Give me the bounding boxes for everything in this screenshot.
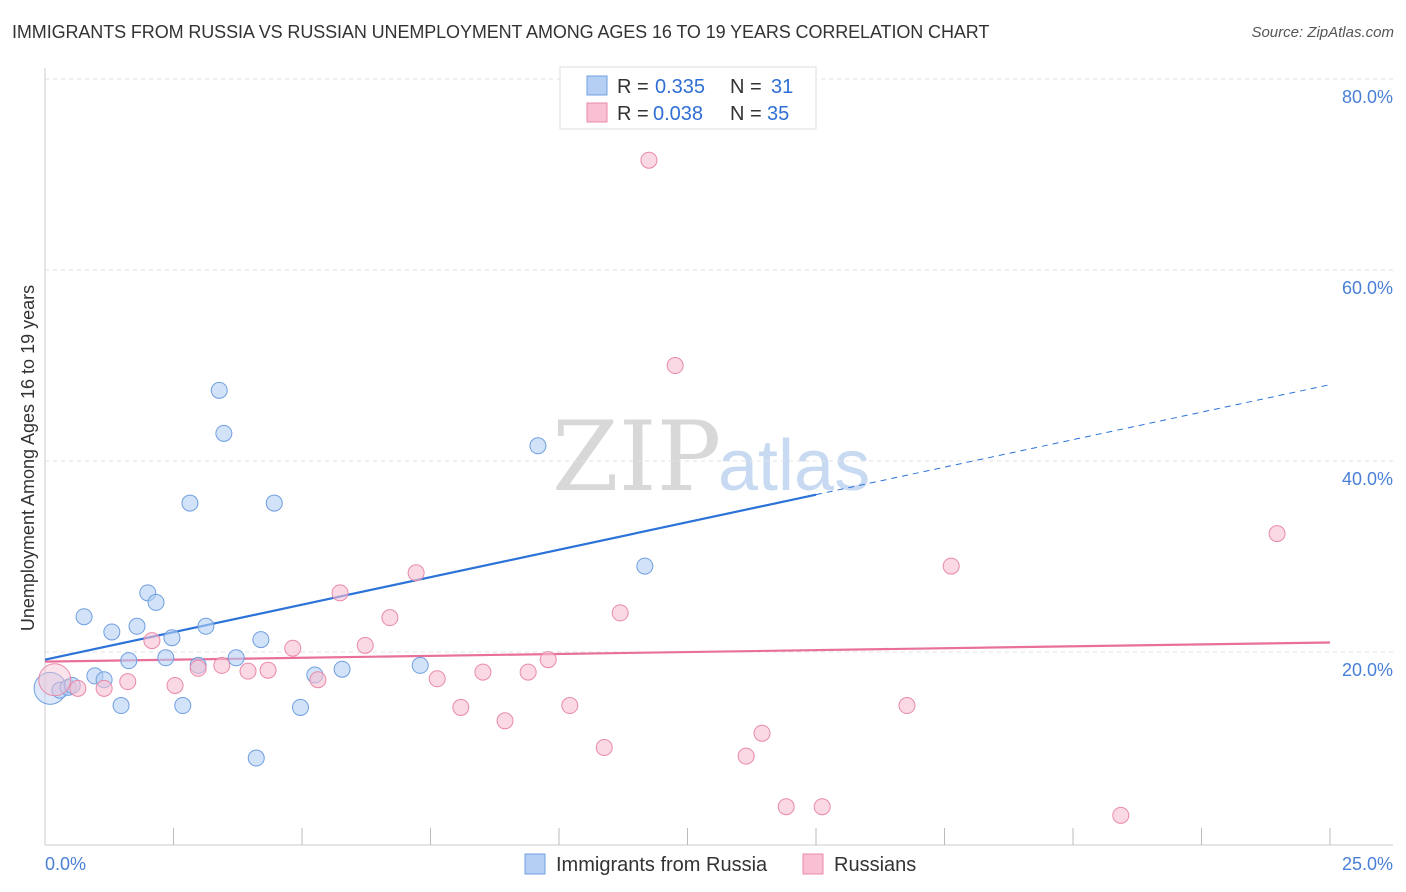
immigrants-point bbox=[215, 424, 233, 442]
immigrants-point bbox=[147, 593, 165, 611]
legend-r-value: 0.038 bbox=[653, 103, 703, 125]
russians-point bbox=[753, 724, 771, 742]
y-tick-label: 20.0% bbox=[1342, 660, 1393, 680]
russians-point bbox=[213, 656, 231, 674]
russians-point bbox=[407, 564, 425, 582]
russians-point bbox=[69, 679, 87, 697]
russians-point bbox=[898, 697, 916, 715]
legend-r-label: R = bbox=[617, 103, 649, 125]
pink-swatch bbox=[586, 102, 608, 123]
russians-point bbox=[452, 698, 470, 716]
legend-swatch-immigrants bbox=[524, 853, 546, 875]
russians-trendline bbox=[44, 641, 1331, 663]
immigrants-point bbox=[529, 437, 547, 455]
immigrants-point bbox=[252, 631, 270, 649]
immigrants-point bbox=[210, 381, 228, 399]
russians-point bbox=[561, 697, 579, 715]
immigrants-point bbox=[411, 656, 429, 674]
russians-point bbox=[331, 584, 349, 602]
russians-point bbox=[38, 663, 72, 697]
immigrants-trendline-extension bbox=[815, 384, 1331, 496]
x-tick-label-min: 0.0% bbox=[45, 854, 86, 874]
russians-point bbox=[1268, 525, 1286, 543]
immigrants-trendline bbox=[44, 493, 817, 661]
russians-point bbox=[166, 676, 184, 694]
russians-point bbox=[942, 557, 960, 575]
immigrants-point bbox=[636, 557, 654, 575]
watermark-atlas: atlas bbox=[718, 426, 870, 506]
immigrants-point bbox=[333, 660, 351, 678]
russians-point bbox=[496, 712, 514, 730]
legend-r-label: R = bbox=[617, 76, 649, 98]
immigrants-point bbox=[120, 652, 138, 670]
immigrants-point bbox=[128, 617, 146, 635]
y-tick-label: 80.0% bbox=[1342, 87, 1393, 107]
legend-immigrants-from-russia: Immigrants from Russia bbox=[556, 854, 768, 876]
russians-point bbox=[474, 663, 492, 681]
blue-swatch bbox=[586, 75, 608, 96]
legend-n-value: 31 bbox=[771, 76, 793, 98]
x-tick-label-max: 25.0% bbox=[1342, 854, 1393, 874]
russians-point bbox=[539, 651, 557, 669]
immigrants-point bbox=[163, 629, 181, 647]
immigrants-point bbox=[265, 494, 283, 512]
russians-point bbox=[143, 632, 161, 650]
legend-n-label: N = bbox=[730, 76, 762, 98]
chart-title: IMMIGRANTS FROM RUSSIA VS RUSSIAN UNEMPL… bbox=[12, 22, 990, 42]
russians-point bbox=[189, 659, 207, 677]
y-tick-label: 40.0% bbox=[1342, 469, 1393, 489]
legend-swatch-russians bbox=[802, 853, 824, 875]
legend-russians: Russians bbox=[834, 854, 916, 876]
immigrants-point bbox=[181, 494, 199, 512]
y-tick-label: 60.0% bbox=[1342, 278, 1393, 298]
stats-legend: R = 0.335 N = 31 R = 0.038 N = 35 bbox=[559, 66, 817, 130]
immigrants-point bbox=[291, 698, 309, 716]
russians-point bbox=[119, 673, 137, 691]
russians-point bbox=[1112, 806, 1130, 824]
immigrants-point bbox=[75, 608, 93, 626]
russians-point bbox=[381, 609, 399, 627]
watermark-zip: ZIP bbox=[552, 401, 721, 513]
immigrants-point bbox=[247, 749, 265, 767]
series-legend: Immigrants from Russia Russians bbox=[524, 853, 916, 876]
russians-point bbox=[309, 671, 327, 689]
immigrants-point bbox=[103, 623, 121, 641]
russians-point bbox=[777, 798, 795, 816]
russians-point bbox=[428, 670, 446, 688]
legend-r-value: 0.335 bbox=[655, 76, 705, 98]
russians-point bbox=[239, 662, 257, 680]
russians-point bbox=[259, 661, 277, 679]
immigrants-point bbox=[197, 617, 215, 635]
legend-n-value: 35 bbox=[767, 103, 789, 125]
russians-point bbox=[95, 679, 113, 697]
immigrants-point bbox=[174, 697, 192, 715]
russians-point bbox=[611, 604, 629, 622]
immigrants-point bbox=[157, 649, 175, 667]
russians-point bbox=[284, 639, 302, 657]
russians-point bbox=[813, 798, 831, 816]
russians-point bbox=[519, 663, 537, 681]
immigrants-point bbox=[227, 649, 245, 667]
russians-point bbox=[595, 739, 613, 757]
y-axis-label: Unemployment Among Ages 16 to 19 years bbox=[18, 285, 38, 631]
russians-point bbox=[666, 357, 684, 375]
legend-n-label: N = bbox=[730, 103, 762, 125]
immigrants-point bbox=[112, 697, 130, 715]
russians-point bbox=[356, 636, 374, 654]
source-label: Source: ZipAtlas.com bbox=[1251, 24, 1394, 41]
russians-point bbox=[640, 151, 658, 169]
russians-point bbox=[737, 747, 755, 765]
